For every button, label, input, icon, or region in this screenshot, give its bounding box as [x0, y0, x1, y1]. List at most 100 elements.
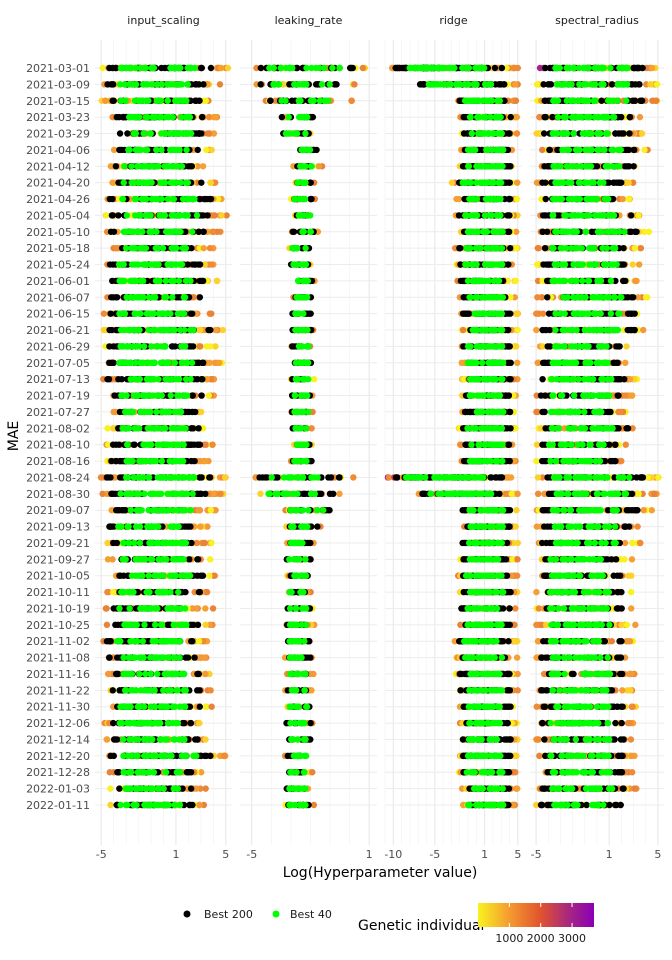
individual-point: [257, 490, 264, 498]
best-40-point: [126, 605, 133, 612]
best-40-point: [153, 81, 161, 88]
point-row: [107, 801, 208, 809]
individual-point: [196, 343, 203, 350]
best-40-point: [136, 375, 144, 383]
best-40-point: [184, 113, 192, 121]
individual-point: [209, 228, 216, 235]
best-40-point: [147, 801, 154, 809]
best-200-point: [118, 375, 125, 383]
individual-point: [103, 621, 111, 629]
best-40-point: [132, 523, 140, 530]
best-40-point: [171, 146, 178, 154]
best-40-point: [175, 588, 182, 596]
point-row: [288, 392, 316, 399]
best-40-point: [163, 228, 170, 235]
best-40-point: [144, 146, 151, 154]
best-40-point: [157, 359, 165, 366]
individual-point: [103, 736, 110, 743]
best-40-point: [291, 81, 298, 88]
best-40-point: [149, 163, 156, 170]
best-40-point: [186, 195, 194, 203]
best-40-point: [307, 97, 315, 104]
best-40-point: [173, 81, 180, 88]
best-200-point: [204, 212, 211, 219]
best-40-point: [147, 441, 155, 448]
point-row: [289, 425, 315, 432]
best-40-point: [157, 97, 165, 104]
best-40-point: [127, 507, 135, 514]
individual-point: [212, 113, 219, 121]
best-40-point: [142, 113, 150, 121]
best-40-point: [173, 261, 181, 268]
best-40-point: [297, 163, 304, 170]
best-40-point: [303, 294, 311, 301]
best-40-point: [158, 638, 166, 645]
best-40-point: [294, 294, 302, 301]
individual-point: [223, 212, 230, 219]
best-40-point: [176, 64, 184, 72]
best-40-point: [154, 195, 162, 203]
point-row: [103, 228, 224, 235]
individual-point: [211, 179, 219, 186]
best-200-point: [108, 81, 115, 88]
best-40-point: [171, 163, 178, 170]
point-row: [286, 244, 313, 252]
best-40-point: [141, 490, 148, 498]
best-40-point: [169, 294, 176, 301]
individual-point: [203, 146, 210, 154]
point-row: [102, 343, 219, 350]
point-row: [100, 375, 218, 383]
best-40-point: [292, 310, 299, 317]
best-200-point: [194, 146, 201, 154]
best-40-point: [162, 277, 170, 285]
best-40-point: [173, 490, 181, 498]
best-40-point: [149, 490, 156, 498]
best-40-point: [149, 195, 156, 203]
best-40-point: [136, 654, 143, 661]
best-40-point: [171, 408, 179, 416]
best-200-point: [190, 621, 197, 629]
point-row: [104, 457, 212, 465]
best-40-point: [167, 179, 174, 186]
individual-point: [201, 654, 208, 661]
point-row: [100, 310, 215, 317]
best-40-point: [299, 228, 307, 235]
best-40-point: [127, 719, 134, 727]
best-200-point: [206, 474, 213, 481]
best-200-point: [207, 64, 215, 72]
point-row: [288, 228, 322, 235]
best-40-point: [142, 64, 149, 72]
best-40-point: [127, 752, 135, 760]
best-200-point: [195, 425, 202, 432]
individual-point: [195, 507, 203, 514]
point-row: [110, 146, 215, 154]
best-40-point: [144, 179, 151, 186]
individual-point: [218, 212, 225, 219]
best-40-point: [182, 474, 189, 481]
best-200-point: [191, 408, 199, 416]
point-row: [110, 244, 217, 252]
best-40-point: [124, 425, 131, 432]
best-40-point: [316, 64, 323, 72]
best-40-point: [187, 375, 194, 383]
best-40-point: [159, 539, 166, 547]
best-200-point: [330, 490, 337, 498]
point-row: [292, 179, 318, 186]
best-40-point: [292, 556, 299, 563]
point-row: [294, 277, 318, 285]
individual-point: [104, 425, 111, 432]
best-200-point: [201, 195, 209, 203]
point-row: [283, 523, 324, 530]
best-40-point: [139, 277, 147, 285]
individual-point: [336, 490, 343, 498]
best-40-point: [151, 359, 158, 366]
point-row: [116, 130, 218, 137]
best-40-point: [146, 130, 153, 137]
point-row: [100, 638, 211, 645]
individual-point: [100, 326, 108, 334]
best-40-point: [166, 539, 173, 547]
point-row: [109, 113, 221, 121]
best-40-point: [170, 785, 178, 792]
best-40-point: [293, 425, 300, 432]
